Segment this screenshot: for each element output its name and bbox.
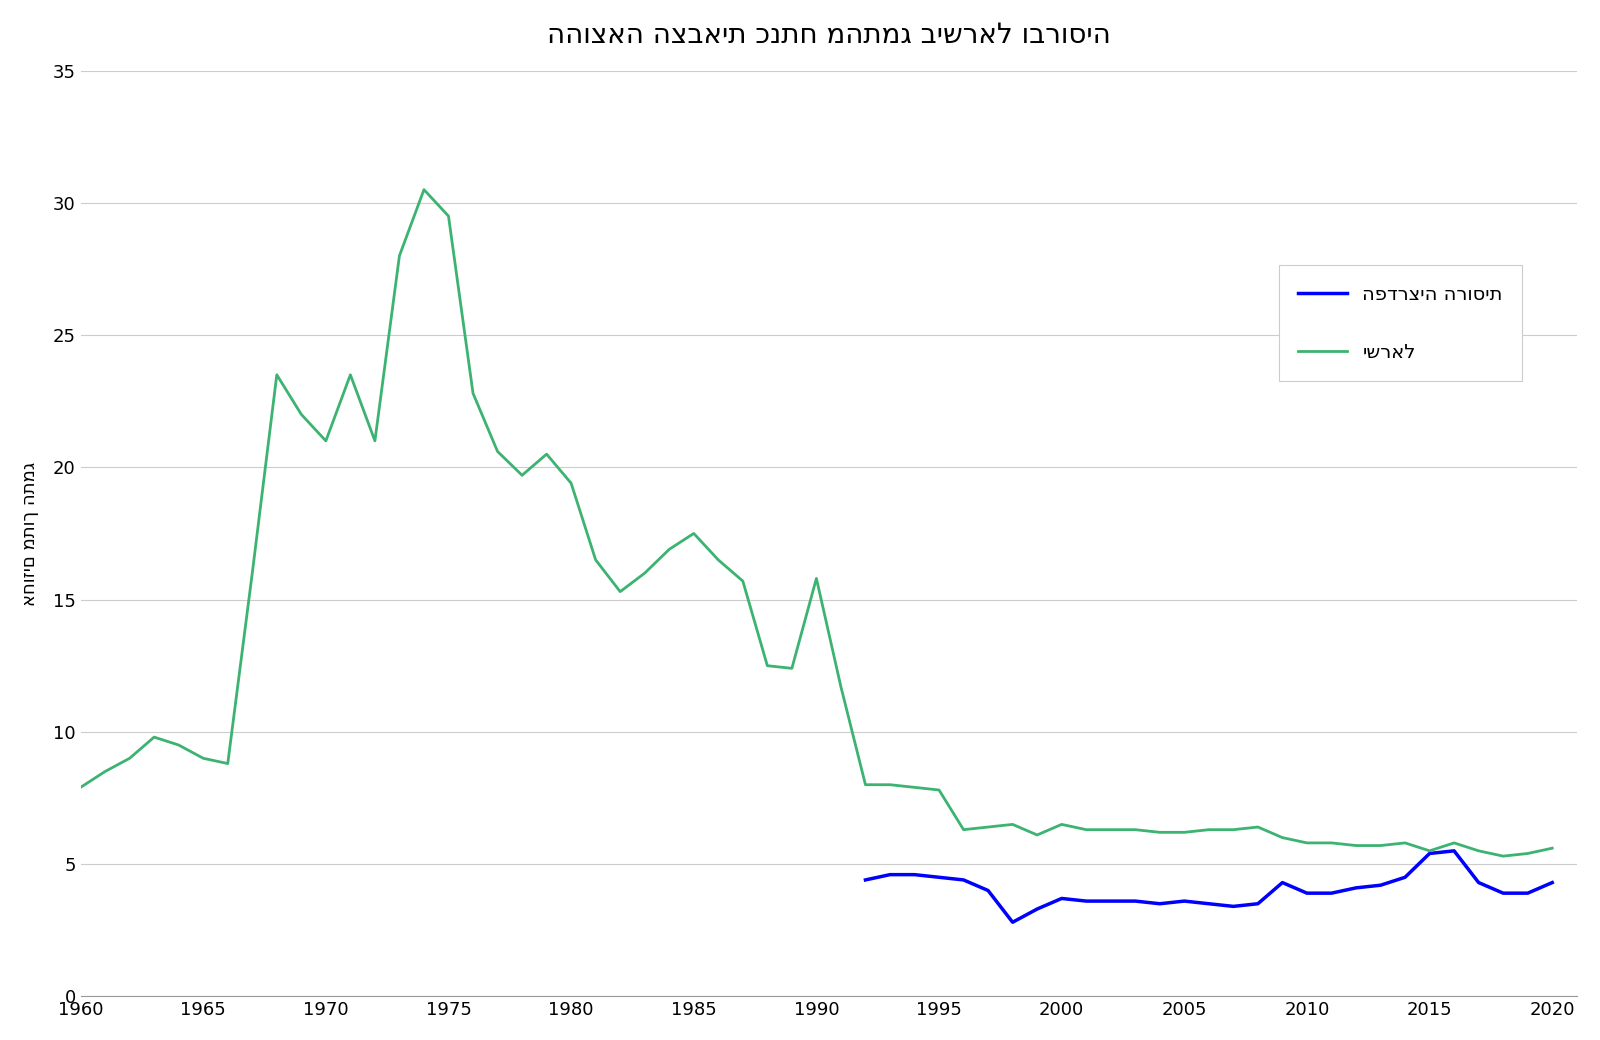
- הפדרציה הרוסית: [906, 868, 925, 881]
- הפדרציה הרוסית: [856, 874, 875, 886]
- ישראל: [1493, 850, 1512, 862]
- Y-axis label: אחוזים מתוך התמג: אחוזים מתוך התמג: [21, 462, 38, 605]
- הפדרציה הרוסית: [1469, 877, 1488, 889]
- Line: הפדרציה הרוסית: הפדרציה הרוסית: [866, 851, 1552, 922]
- ישראל: [1542, 842, 1562, 855]
- ישראל: [979, 821, 998, 833]
- הפדרציה הרוסית: [1077, 894, 1096, 907]
- הפדרציה הרוסית: [979, 884, 998, 896]
- הפדרציה הרוסית: [930, 872, 949, 884]
- הפדרציה הרוסית: [1126, 894, 1146, 907]
- הפדרציה הרוסית: [1395, 872, 1414, 884]
- הפדרציה הרוסית: [1445, 844, 1464, 857]
- הפדרציה הרוסית: [954, 874, 973, 886]
- הפדרציה הרוסית: [1150, 898, 1170, 910]
- הפדרציה הרוסית: [1248, 898, 1267, 910]
- הפדרציה הרוסית: [1274, 877, 1293, 889]
- הפדרציה הרוסית: [1101, 894, 1120, 907]
- הפדרציה הרוסית: [880, 868, 899, 881]
- ישראל: [880, 779, 899, 791]
- ישראל: [611, 586, 630, 598]
- ישראל: [70, 781, 90, 794]
- הפדרציה הרוסית: [1224, 901, 1243, 913]
- הפדרציה הרוסית: [1419, 848, 1438, 860]
- הפדרציה הרוסית: [1346, 882, 1365, 894]
- הפדרציה הרוסית: [1542, 877, 1562, 889]
- ישראל: [1371, 839, 1390, 852]
- ישראל: [438, 210, 458, 223]
- Line: ישראל: ישראל: [80, 189, 1552, 856]
- הפדרציה הרוסית: [1298, 887, 1317, 900]
- הפדרציה הרוסית: [1493, 887, 1512, 900]
- הפדרציה הרוסית: [1003, 916, 1022, 929]
- ישראל: [365, 435, 384, 447]
- הפדרציה הרוסית: [1518, 887, 1538, 900]
- Legend: הפדרציה הרוסית, ישראל: הפדרציה הרוסית, ישראל: [1278, 265, 1522, 382]
- Title: ההוצאה הצבאית כנתח מהתמג בישראל וברוסיה: ההוצאה הצבאית כנתח מהתמג בישראל וברוסיה: [547, 21, 1110, 49]
- הפדרציה הרוסית: [1371, 879, 1390, 891]
- הפדרציה הרוסית: [1322, 887, 1341, 900]
- הפדרציה הרוסית: [1027, 903, 1046, 915]
- הפדרציה הרוסית: [1200, 898, 1219, 910]
- הפדרציה הרוסית: [1053, 892, 1072, 905]
- ישראל: [414, 183, 434, 196]
- הפדרציה הרוסית: [1174, 894, 1194, 907]
